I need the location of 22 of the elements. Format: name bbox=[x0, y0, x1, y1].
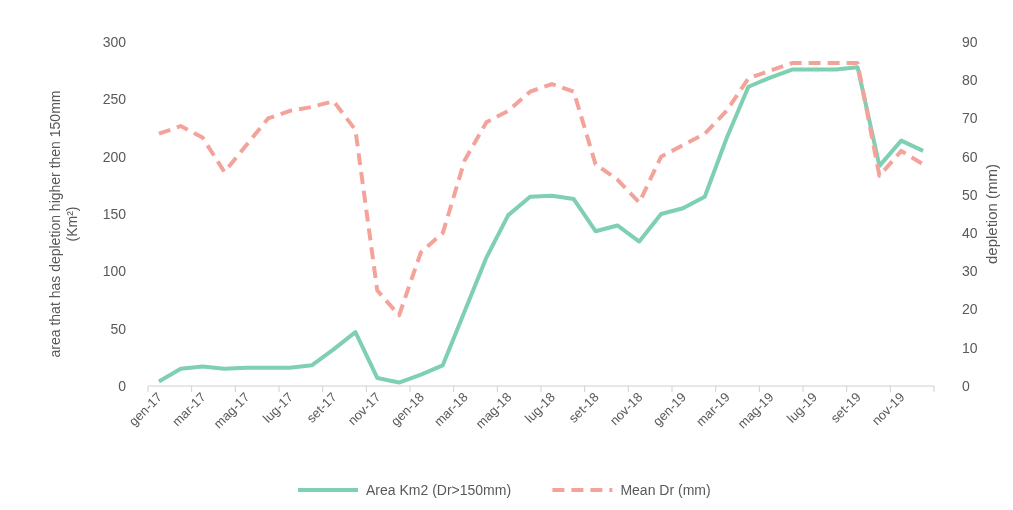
y2-axis-title: depletion (mm) bbox=[983, 163, 1000, 265]
y-tick-label: 0 bbox=[118, 377, 127, 394]
y2-tick-label: 90 bbox=[962, 33, 978, 50]
y2-tick-label: 20 bbox=[962, 301, 978, 318]
y2-tick-label: 50 bbox=[962, 186, 978, 203]
legend-label: Area Km2 (Dr>150mm) bbox=[366, 481, 512, 498]
y-tick-label: 300 bbox=[102, 33, 127, 50]
y-tick-label: 250 bbox=[102, 91, 127, 108]
y-tick-label: 200 bbox=[102, 148, 127, 165]
y-axis-title: area that has depletion higher then 150mm (Km²) bbox=[47, 90, 80, 358]
y-tick-label: 100 bbox=[102, 263, 127, 280]
y2-tick-label: 40 bbox=[962, 225, 978, 242]
y2-tick-label: 10 bbox=[962, 339, 978, 356]
line-series bbox=[156, 65, 926, 385]
y2-tick-label: 70 bbox=[962, 110, 978, 127]
legend-label: Mean Dr (mm) bbox=[620, 481, 711, 498]
y2-tick-label: 60 bbox=[962, 148, 978, 165]
y-tick-label: 150 bbox=[102, 205, 127, 222]
y2-tick-label: 0 bbox=[962, 377, 970, 394]
y2-tick-label: 80 bbox=[962, 72, 978, 89]
y-tick-label: 50 bbox=[110, 320, 127, 337]
y2-tick-label: 30 bbox=[962, 263, 978, 280]
